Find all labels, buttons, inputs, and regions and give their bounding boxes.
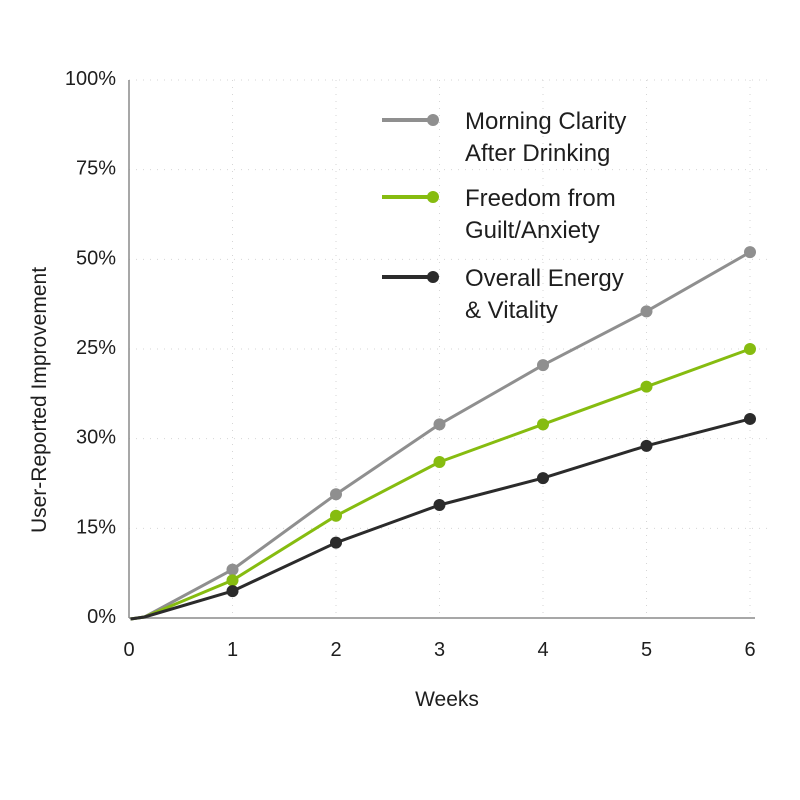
- x-tick-label: 5: [641, 639, 652, 661]
- legend-marker: [427, 271, 439, 283]
- y-tick-label: 0%: [87, 606, 116, 628]
- series-line: [130, 347, 751, 621]
- data-point: [537, 359, 549, 372]
- legend-label: Freedom from: [465, 185, 616, 212]
- legend-label: Morning Clarity: [465, 108, 626, 135]
- legend-label: Overall Energy: [465, 265, 624, 292]
- y-tick-label: 30%: [76, 427, 116, 449]
- y-tick-label: 25%: [76, 337, 116, 359]
- data-point: [537, 418, 549, 431]
- legend-item: Freedom from Guilt/Anxiety: [382, 185, 616, 244]
- x-tick-label: 3: [434, 639, 445, 661]
- data-point: [433, 418, 446, 431]
- legend-marker: [427, 114, 439, 126]
- data-point: [330, 488, 342, 501]
- data-point: [226, 574, 239, 587]
- y-axis-title: User-Reported Improvement: [28, 267, 51, 533]
- y-tick-label: 15%: [76, 516, 116, 538]
- series-line: [130, 417, 751, 621]
- x-tick-labels: 0 1 2 3 4 5 6: [123, 639, 755, 661]
- data-point: [537, 472, 549, 485]
- legend-item: Overall Energy & Vitality: [382, 265, 624, 324]
- data-point: [640, 380, 653, 393]
- data-point: [744, 412, 756, 425]
- series-group: [130, 246, 756, 621]
- data-point: [226, 563, 239, 576]
- y-tick-label: 100%: [65, 68, 116, 90]
- x-tick-label: 0: [123, 639, 134, 661]
- data-point: [433, 455, 446, 468]
- y-tick-label: 75%: [76, 158, 116, 180]
- x-tick-label: 2: [330, 639, 341, 661]
- x-tick-label: 4: [537, 639, 548, 661]
- x-tick-label: 6: [744, 639, 755, 661]
- data-point: [226, 585, 239, 598]
- y-tick-label: 50%: [76, 247, 116, 269]
- data-point: [640, 439, 653, 452]
- y-tick-labels: 0% 15% 30% 25% 50% 75% 100%: [65, 68, 116, 628]
- data-point: [744, 246, 756, 259]
- x-axis-title: Weeks: [415, 688, 479, 711]
- data-point: [744, 343, 756, 355]
- data-point: [330, 509, 342, 522]
- data-point: [330, 536, 342, 549]
- legend-marker: [427, 191, 439, 203]
- axes: [128, 80, 755, 619]
- series-2: [130, 412, 756, 621]
- grid: [129, 79, 770, 618]
- series-0: [130, 246, 756, 621]
- legend-label: & Vitality: [465, 297, 558, 324]
- data-point: [433, 499, 446, 512]
- legend: Morning Clarity After Drinking Freedom fro…: [382, 108, 626, 324]
- series-line: [130, 250, 751, 621]
- x-tick-label: 1: [227, 639, 238, 661]
- legend-label: Guilt/Anxiety: [465, 217, 600, 244]
- data-point: [640, 305, 653, 318]
- legend-label: After Drinking: [465, 140, 610, 167]
- legend-item: Morning Clarity After Drinking: [382, 108, 626, 167]
- series-1: [130, 343, 756, 621]
